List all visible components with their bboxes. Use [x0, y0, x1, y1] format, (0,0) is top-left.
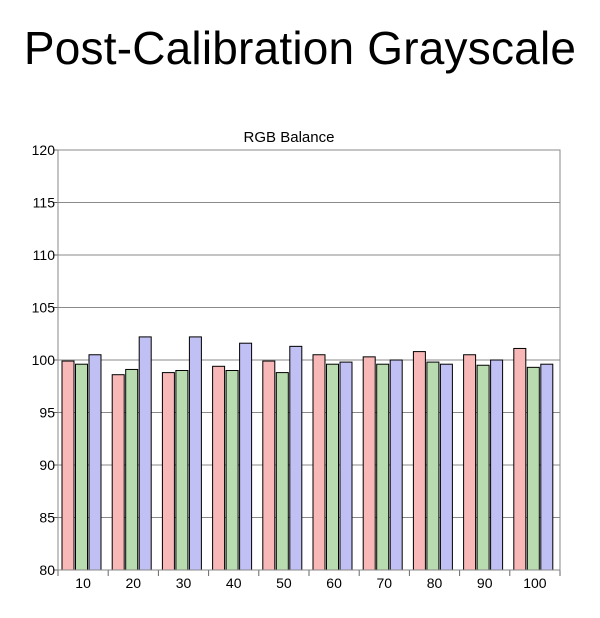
bar	[225, 370, 239, 571]
y-tick-label: 90	[39, 457, 55, 473]
bar	[513, 347, 527, 571]
y-tick-label: 85	[39, 510, 55, 526]
bar	[125, 368, 139, 571]
bar	[326, 363, 339, 571]
bar	[362, 356, 376, 571]
plot-frame	[57, 149, 561, 571]
bar	[75, 363, 88, 571]
bar	[61, 360, 75, 571]
x-tick-label: 30	[176, 575, 192, 591]
bar	[412, 351, 426, 571]
y-tick-label: 120	[32, 142, 56, 158]
bar	[88, 354, 102, 571]
bar	[526, 366, 540, 571]
bar	[289, 345, 303, 571]
bar	[262, 360, 276, 571]
bar	[312, 354, 326, 571]
bar	[389, 359, 403, 571]
bar	[161, 372, 175, 571]
bar	[339, 361, 353, 571]
bar	[138, 336, 152, 571]
x-tick-label: 60	[326, 575, 342, 591]
y-tick-label: 100	[32, 352, 56, 368]
bars	[61, 336, 554, 571]
x-tick-label: 40	[226, 575, 242, 591]
bar	[540, 363, 554, 571]
x-tick-label: 20	[126, 575, 142, 591]
bar	[188, 336, 202, 571]
bar	[439, 363, 453, 571]
x-tick-label: 50	[276, 575, 292, 591]
bar	[376, 363, 390, 571]
x-tick-label: 80	[427, 575, 443, 591]
bar	[111, 374, 125, 571]
bar	[175, 370, 189, 571]
page-title: Post-Calibration Grayscale	[23, 22, 577, 74]
x-tick-label: 100	[523, 575, 547, 591]
x-tick-label: 10	[75, 575, 91, 591]
y-tick-label: 110	[33, 247, 56, 263]
chart-title: RGB Balance	[244, 129, 335, 146]
bar	[426, 361, 440, 571]
bar	[490, 359, 504, 571]
y-axis: 80 85 90 95 100 105 110 115 120	[32, 142, 58, 578]
y-tick-label: 115	[33, 195, 56, 211]
x-tick-label: 90	[477, 575, 493, 591]
x-axis: 10 20 30 40 50 60 70 80 90 100	[57, 570, 561, 591]
bar	[463, 354, 477, 571]
y-tick-label: 105	[32, 300, 56, 316]
y-tick-label: 80	[39, 562, 55, 578]
bar	[476, 364, 490, 571]
bar	[239, 342, 253, 571]
bar	[275, 372, 289, 571]
bar	[212, 365, 226, 571]
x-tick-label: 70	[377, 575, 393, 591]
y-tick-label: 95	[39, 405, 55, 421]
